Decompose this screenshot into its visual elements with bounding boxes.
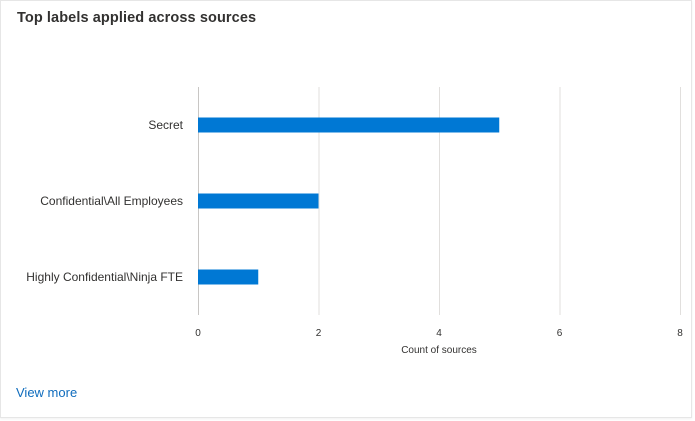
category-label: Highly Confidential\Ninja FTE [26,270,183,284]
x-tick-label: 8 [677,328,683,339]
x-axis-label: Count of sources [401,345,477,356]
bar [198,269,259,285]
card-title: Top labels applied across sources [17,10,257,26]
x-tick-label: 4 [436,328,442,339]
bar [198,193,319,209]
bar [198,117,500,133]
x-tick-label: 6 [557,328,563,339]
category-label: Confidential\All Employees [40,194,183,208]
category-label: Secret [148,118,183,132]
x-tick-label: 0 [195,328,201,339]
x-tick-label: 2 [316,328,322,339]
bar-chart: 0 2 4 6 8 Count of sources Secret Confidential\… [26,87,683,356]
view-more-link[interactable]: View more [16,385,78,400]
